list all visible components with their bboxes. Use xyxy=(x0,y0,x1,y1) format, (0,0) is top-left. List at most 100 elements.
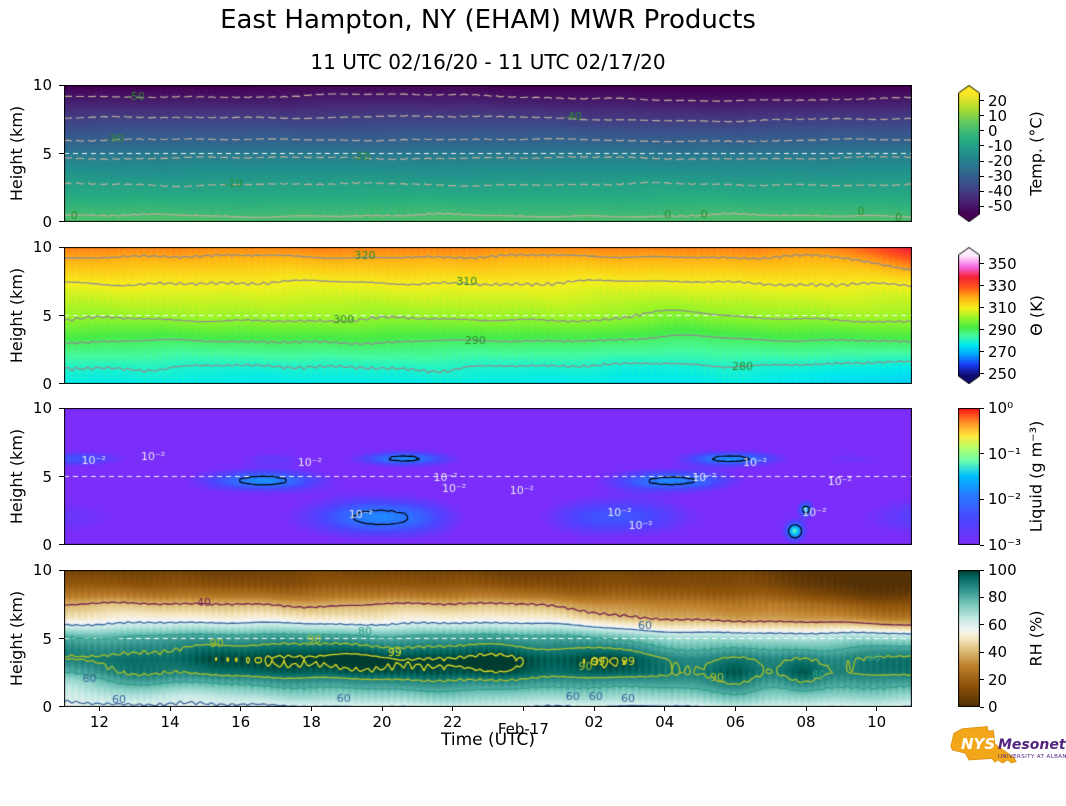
y-tick-label: 10 xyxy=(32,399,52,417)
temperature-heatmap-canvas xyxy=(64,85,912,222)
colorbar-tick-label: -50 xyxy=(988,197,1013,216)
colorbar-tick-label: 0 xyxy=(988,121,998,140)
y-axis-label-text: Height (km) xyxy=(7,105,27,202)
colorbar-tick-mark xyxy=(980,569,984,571)
panel-temperature: Height (km) 10 5 0 Temp. (°C) 20 10 0 -10 -20-… xyxy=(8,76,1046,231)
x-tick-label: 10 xyxy=(867,713,887,731)
y-tick-mark xyxy=(59,85,64,86)
colorbar-tick-label: 350 xyxy=(988,254,1017,273)
colorbar-tick-mark xyxy=(980,130,984,132)
x-tick-label: 20 xyxy=(372,713,392,731)
x-tick-mark xyxy=(805,707,807,711)
temperature-colorbar-label-text: Temp. (°C) xyxy=(1026,111,1046,196)
colorbar-tick-mark xyxy=(980,145,984,147)
y-tick-mark xyxy=(59,153,64,154)
y-tick-label: 10 xyxy=(32,238,52,256)
nys-mesonet-logo: NYS Mesonet UNIVERSITY AT ALBANY xyxy=(944,720,1066,794)
logo-university-text: UNIVERSITY AT ALBANY xyxy=(998,754,1066,760)
colorbar-tick-mark xyxy=(980,407,984,409)
y-axis-label-text: Height (km) xyxy=(7,590,27,687)
y-axis-label: Height (km) xyxy=(6,247,28,384)
x-tick-label: 22 xyxy=(443,713,463,731)
y-tick-mark xyxy=(59,570,64,571)
logo-mesonet-text: Mesonet xyxy=(998,737,1066,753)
y-tick-mark xyxy=(59,544,64,545)
theta-colorbar-label-text: Θ (K) xyxy=(1026,295,1046,336)
colorbar-tick-mark xyxy=(980,706,984,708)
theta-colorbar: Θ (K) 350 330 310 290 270 250 xyxy=(958,247,1066,384)
colorbar-tick-mark xyxy=(980,190,984,192)
y-axis-ticks: 10 5 0 xyxy=(26,238,56,393)
y-axis-label: Height (km) xyxy=(6,408,28,545)
panel-theta: Height (km) 10 5 0 Θ (K) 350 330 310 290 270 25… xyxy=(8,238,1046,393)
rh-colorbar: RH (%) 100 80 60 40 20 0 xyxy=(958,561,1066,716)
x-tick-mark xyxy=(734,707,736,711)
colorbar-tick-label: 10⁻² xyxy=(988,490,1022,509)
colorbar-tick-label: 290 xyxy=(988,320,1017,339)
ny-state-shape-icon xyxy=(950,726,1017,764)
colorbar-tick-mark xyxy=(980,205,984,207)
y-tick-label: 5 xyxy=(42,467,52,486)
colorbar-tick-mark xyxy=(980,307,984,309)
colorbar-tick-label: -20 xyxy=(988,152,1013,171)
y-tick-mark xyxy=(59,638,64,639)
x-tick-label: 08 xyxy=(796,713,816,731)
colorbar-tick-label: 80 xyxy=(988,588,1008,607)
y-tick-label: 10 xyxy=(32,561,52,579)
x-tick-mark xyxy=(381,707,383,711)
rh-heatmap-canvas xyxy=(64,570,912,707)
colorbar-tick-mark xyxy=(980,329,984,331)
liquid-colorbar-canvas xyxy=(958,408,980,545)
rh-colorbar-label-text: RH (%) xyxy=(1026,610,1046,667)
y-tick-label: 0 xyxy=(42,213,52,231)
y-tick-mark xyxy=(59,383,64,384)
theta-colorbar-label: Θ (K) xyxy=(1024,247,1048,384)
y-axis-label: Height (km) xyxy=(6,570,28,707)
colorbar-tick-mark xyxy=(980,624,984,626)
colorbar-tick-mark xyxy=(980,160,984,162)
panel-rh: Height (km) 10 5 0 RH (%) 100 80 60 40 20 0 xyxy=(8,561,1046,716)
figure-title: East Hampton, NY (EHAM) MWR Products xyxy=(220,5,756,35)
colorbar-tick-label: 310 xyxy=(988,298,1017,317)
colorbar-tick-mark xyxy=(980,115,984,117)
colorbar-tick-label: 250 xyxy=(988,364,1017,383)
y-tick-mark xyxy=(59,221,64,222)
liquid-colorbar: Liquid (g m⁻³) 10⁰ 10⁻¹ 10⁻² 10⁻³ xyxy=(958,399,1066,554)
temperature-colorbar: Temp. (°C) 20 10 0 -10 -20 -30 -40 -50 xyxy=(958,85,1066,222)
logo-nys-text: NYS xyxy=(961,735,996,753)
x-tick-label: 04 xyxy=(655,713,675,731)
x-tick-mark xyxy=(664,707,666,711)
y-tick-mark xyxy=(59,247,64,248)
y-tick-label: 0 xyxy=(42,375,52,393)
y-tick-mark xyxy=(59,408,64,409)
x-axis-label: Time (UTC) xyxy=(441,730,535,750)
colorbar-tick-label: 10 xyxy=(988,106,1008,125)
y-tick-mark xyxy=(59,315,64,316)
x-tick-label: 02 xyxy=(584,713,604,731)
rh-colorbar-label: RH (%) xyxy=(1024,570,1048,707)
x-tick-label: 16 xyxy=(231,713,251,731)
x-tick-mark xyxy=(876,707,878,711)
colorbar-tick-mark xyxy=(980,544,984,546)
colorbar-tick-label: 10⁻¹ xyxy=(988,444,1022,463)
colorbar-tick-label: 60 xyxy=(988,615,1008,634)
y-tick-mark xyxy=(59,706,64,707)
x-tick-mark xyxy=(240,707,242,711)
x-tick-label: 06 xyxy=(725,713,745,731)
x-tick-mark xyxy=(593,707,595,711)
colorbar-tick-mark xyxy=(980,351,984,353)
colorbar-tick-label: 330 xyxy=(988,276,1017,295)
colorbar-tick-label: -10 xyxy=(988,136,1013,155)
theta-colorbar-canvas xyxy=(958,247,980,384)
y-axis-label-text: Height (km) xyxy=(7,428,27,525)
theta-heatmap-canvas xyxy=(64,247,912,384)
x-tick-label: Feb-17 xyxy=(497,720,549,738)
x-axis: 12 14 16 18 20 22 Feb-17 02 04 06 08 10 xyxy=(64,707,912,741)
y-tick-label: 5 xyxy=(42,306,52,325)
y-tick-label: 0 xyxy=(42,536,52,554)
temperature-colorbar-canvas xyxy=(958,85,980,222)
y-tick-label: 5 xyxy=(42,144,52,163)
y-axis-label: Height (km) xyxy=(6,85,28,222)
y-tick-label: 5 xyxy=(42,629,52,648)
colorbar-tick-mark xyxy=(980,175,984,177)
